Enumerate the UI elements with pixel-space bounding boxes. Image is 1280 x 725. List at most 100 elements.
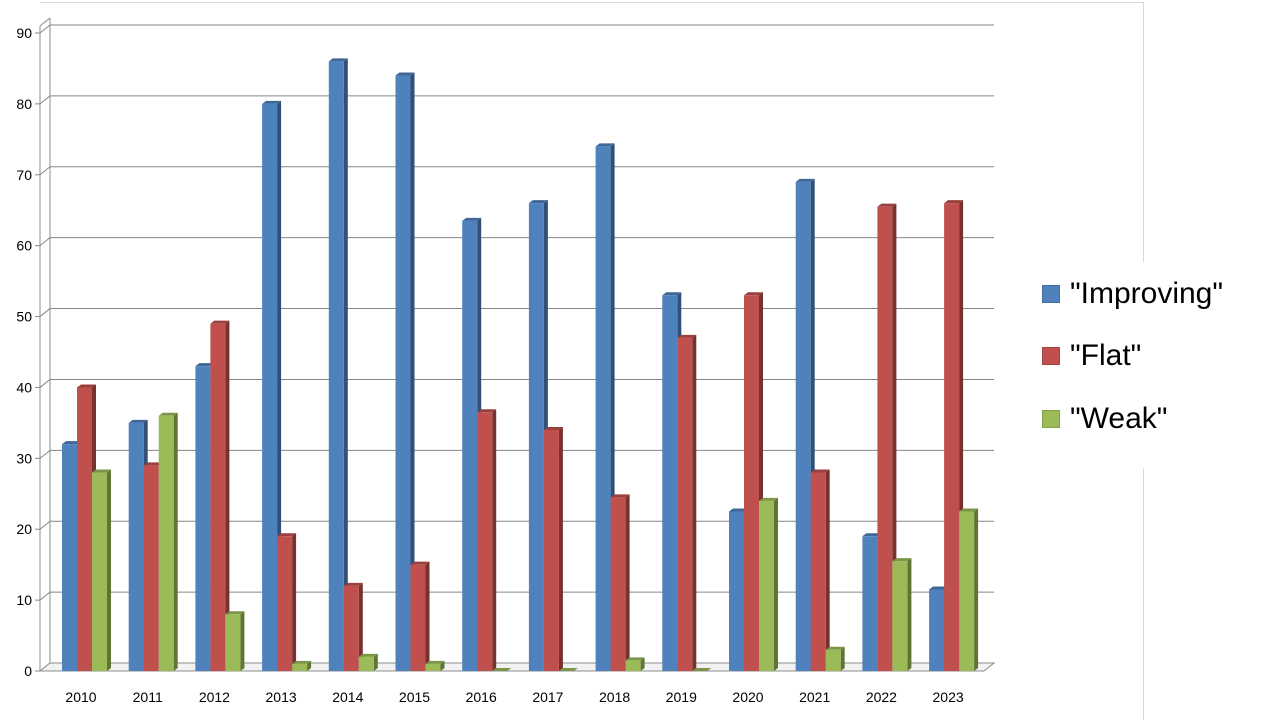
x-tick-label-2010: 2010 xyxy=(65,689,96,705)
bar-side-2014-weak xyxy=(373,653,378,671)
legend-item-weak: "Weak" xyxy=(1042,399,1167,439)
bar-2015-weak xyxy=(425,663,441,671)
bar-2012-flat xyxy=(210,323,226,671)
bar-top-2012-flat xyxy=(210,320,230,324)
legend-swatch-improving xyxy=(1042,285,1060,303)
bar-2016-flat xyxy=(477,412,493,671)
x-tick-label-2019: 2019 xyxy=(666,689,697,705)
legend-swatch-flat xyxy=(1042,347,1060,365)
bar-2015-flat xyxy=(410,564,426,671)
legend-label-improving: "Improving" xyxy=(1070,277,1224,310)
x-tick-label-2016: 2016 xyxy=(466,689,497,705)
x-tick-label-2023: 2023 xyxy=(933,689,964,705)
gridline-side-90 xyxy=(39,24,51,34)
bar-2017-flat xyxy=(543,429,559,671)
bar-2019-flat xyxy=(677,337,693,671)
bar-2011-flat xyxy=(143,465,159,671)
bar-side-2010-weak xyxy=(107,469,111,671)
bar-2023-improving xyxy=(929,589,945,671)
bar-top-2011-flat xyxy=(143,462,163,466)
legend-label-weak: "Weak" xyxy=(1070,402,1168,435)
bar-2014-weak xyxy=(358,656,374,671)
gridline-side-40 xyxy=(39,379,51,388)
bar-top-2018-improving xyxy=(595,143,615,147)
bar-side-2018-weak xyxy=(640,657,645,671)
bar-2011-improving xyxy=(128,422,144,671)
bar-2018-weak xyxy=(625,660,641,671)
bar-side-2022-weak xyxy=(907,558,912,671)
bar-2010-weak xyxy=(92,472,107,671)
bar-2021-flat xyxy=(810,472,826,671)
bar-2021-improving xyxy=(795,181,811,671)
x-tick-label-2022: 2022 xyxy=(866,689,897,705)
bar-2012-weak xyxy=(225,614,241,671)
bar-top-2019-flat xyxy=(677,334,697,338)
bar-top-2013-flat xyxy=(277,533,297,537)
bar-2013-weak xyxy=(292,663,308,671)
bar-side-2023-weak xyxy=(974,508,979,671)
bar-top-2017-flat xyxy=(543,426,563,430)
y-tick-label-20: 20 xyxy=(16,521,32,537)
gridline-side-60 xyxy=(39,237,51,247)
x-tick-label-2012: 2012 xyxy=(199,689,230,705)
bar-top-2011-improving xyxy=(128,419,148,423)
bar-top-2015-weak xyxy=(425,660,445,664)
bar-2020-flat xyxy=(744,295,759,671)
bar-2012-improving xyxy=(195,366,211,671)
y-tick-label-30: 30 xyxy=(16,450,32,466)
x-tick-label-2013: 2013 xyxy=(266,689,297,705)
bar-top-2019-improving xyxy=(662,292,682,296)
gridline-side-10 xyxy=(39,591,51,601)
bar-2013-improving xyxy=(262,103,278,671)
gridline-side-70 xyxy=(39,166,51,176)
bar-side-2012-weak xyxy=(240,611,245,671)
bar-side-2016-flat xyxy=(492,409,497,671)
bar-top-2021-flat xyxy=(810,469,830,473)
chart-floor xyxy=(38,662,996,672)
y-tick-label-80: 80 xyxy=(16,96,32,112)
bar-side-2019-flat xyxy=(692,334,697,671)
bar-top-2010-flat xyxy=(77,384,96,388)
bar-top-2020-improving xyxy=(729,508,748,512)
y-tick-label-0: 0 xyxy=(24,663,32,679)
y-tick-label-70: 70 xyxy=(16,167,32,183)
bar-top-2021-weak xyxy=(825,646,845,650)
bar-2018-flat xyxy=(610,497,626,671)
bar-top-2014-improving xyxy=(328,58,348,62)
gridline-side-30 xyxy=(39,449,51,459)
bar-2010-flat xyxy=(77,387,92,671)
x-tick-label-2018: 2018 xyxy=(599,689,630,705)
bar-top-2016-flat xyxy=(477,409,497,413)
bar-top-2020-weak xyxy=(759,497,778,501)
bar-top-2013-weak xyxy=(292,660,312,664)
bar-2011-weak xyxy=(158,415,174,671)
bar-top-2019-weak xyxy=(692,668,712,671)
bar-side-2017-flat xyxy=(558,426,563,671)
bar-2016-improving xyxy=(462,220,478,671)
bar-top-2022-flat xyxy=(877,203,897,207)
gridline-side-50 xyxy=(39,308,51,317)
bar-top-2017-improving xyxy=(528,200,548,204)
x-tick-label-2017: 2017 xyxy=(532,689,563,705)
bar-2022-flat xyxy=(877,206,893,671)
bar-top-2015-flat xyxy=(410,561,430,565)
x-tick-label-2015: 2015 xyxy=(399,689,430,705)
bar-top-2017-weak xyxy=(558,668,578,671)
bar-side-2012-flat xyxy=(225,320,230,671)
y-tick-label-10: 10 xyxy=(16,592,32,608)
bar-side-2015-improving xyxy=(410,72,415,672)
bar-side-2014-flat xyxy=(358,582,363,671)
bar-2018-improving xyxy=(595,146,611,671)
x-tick-label-2014: 2014 xyxy=(332,689,363,705)
bar-side-2021-weak xyxy=(840,646,845,671)
bar-top-2023-improving xyxy=(929,586,949,590)
y-tick-label-50: 50 xyxy=(16,309,32,325)
bar-top-2022-improving xyxy=(862,533,882,537)
bar-top-2010-improving xyxy=(62,441,81,445)
bar-top-2014-weak xyxy=(358,653,378,657)
chart-legend: "Improving" "Flat" "Weak" xyxy=(1028,262,1280,468)
bar-2023-weak xyxy=(959,511,975,671)
bar-side-2015-flat xyxy=(425,561,430,671)
